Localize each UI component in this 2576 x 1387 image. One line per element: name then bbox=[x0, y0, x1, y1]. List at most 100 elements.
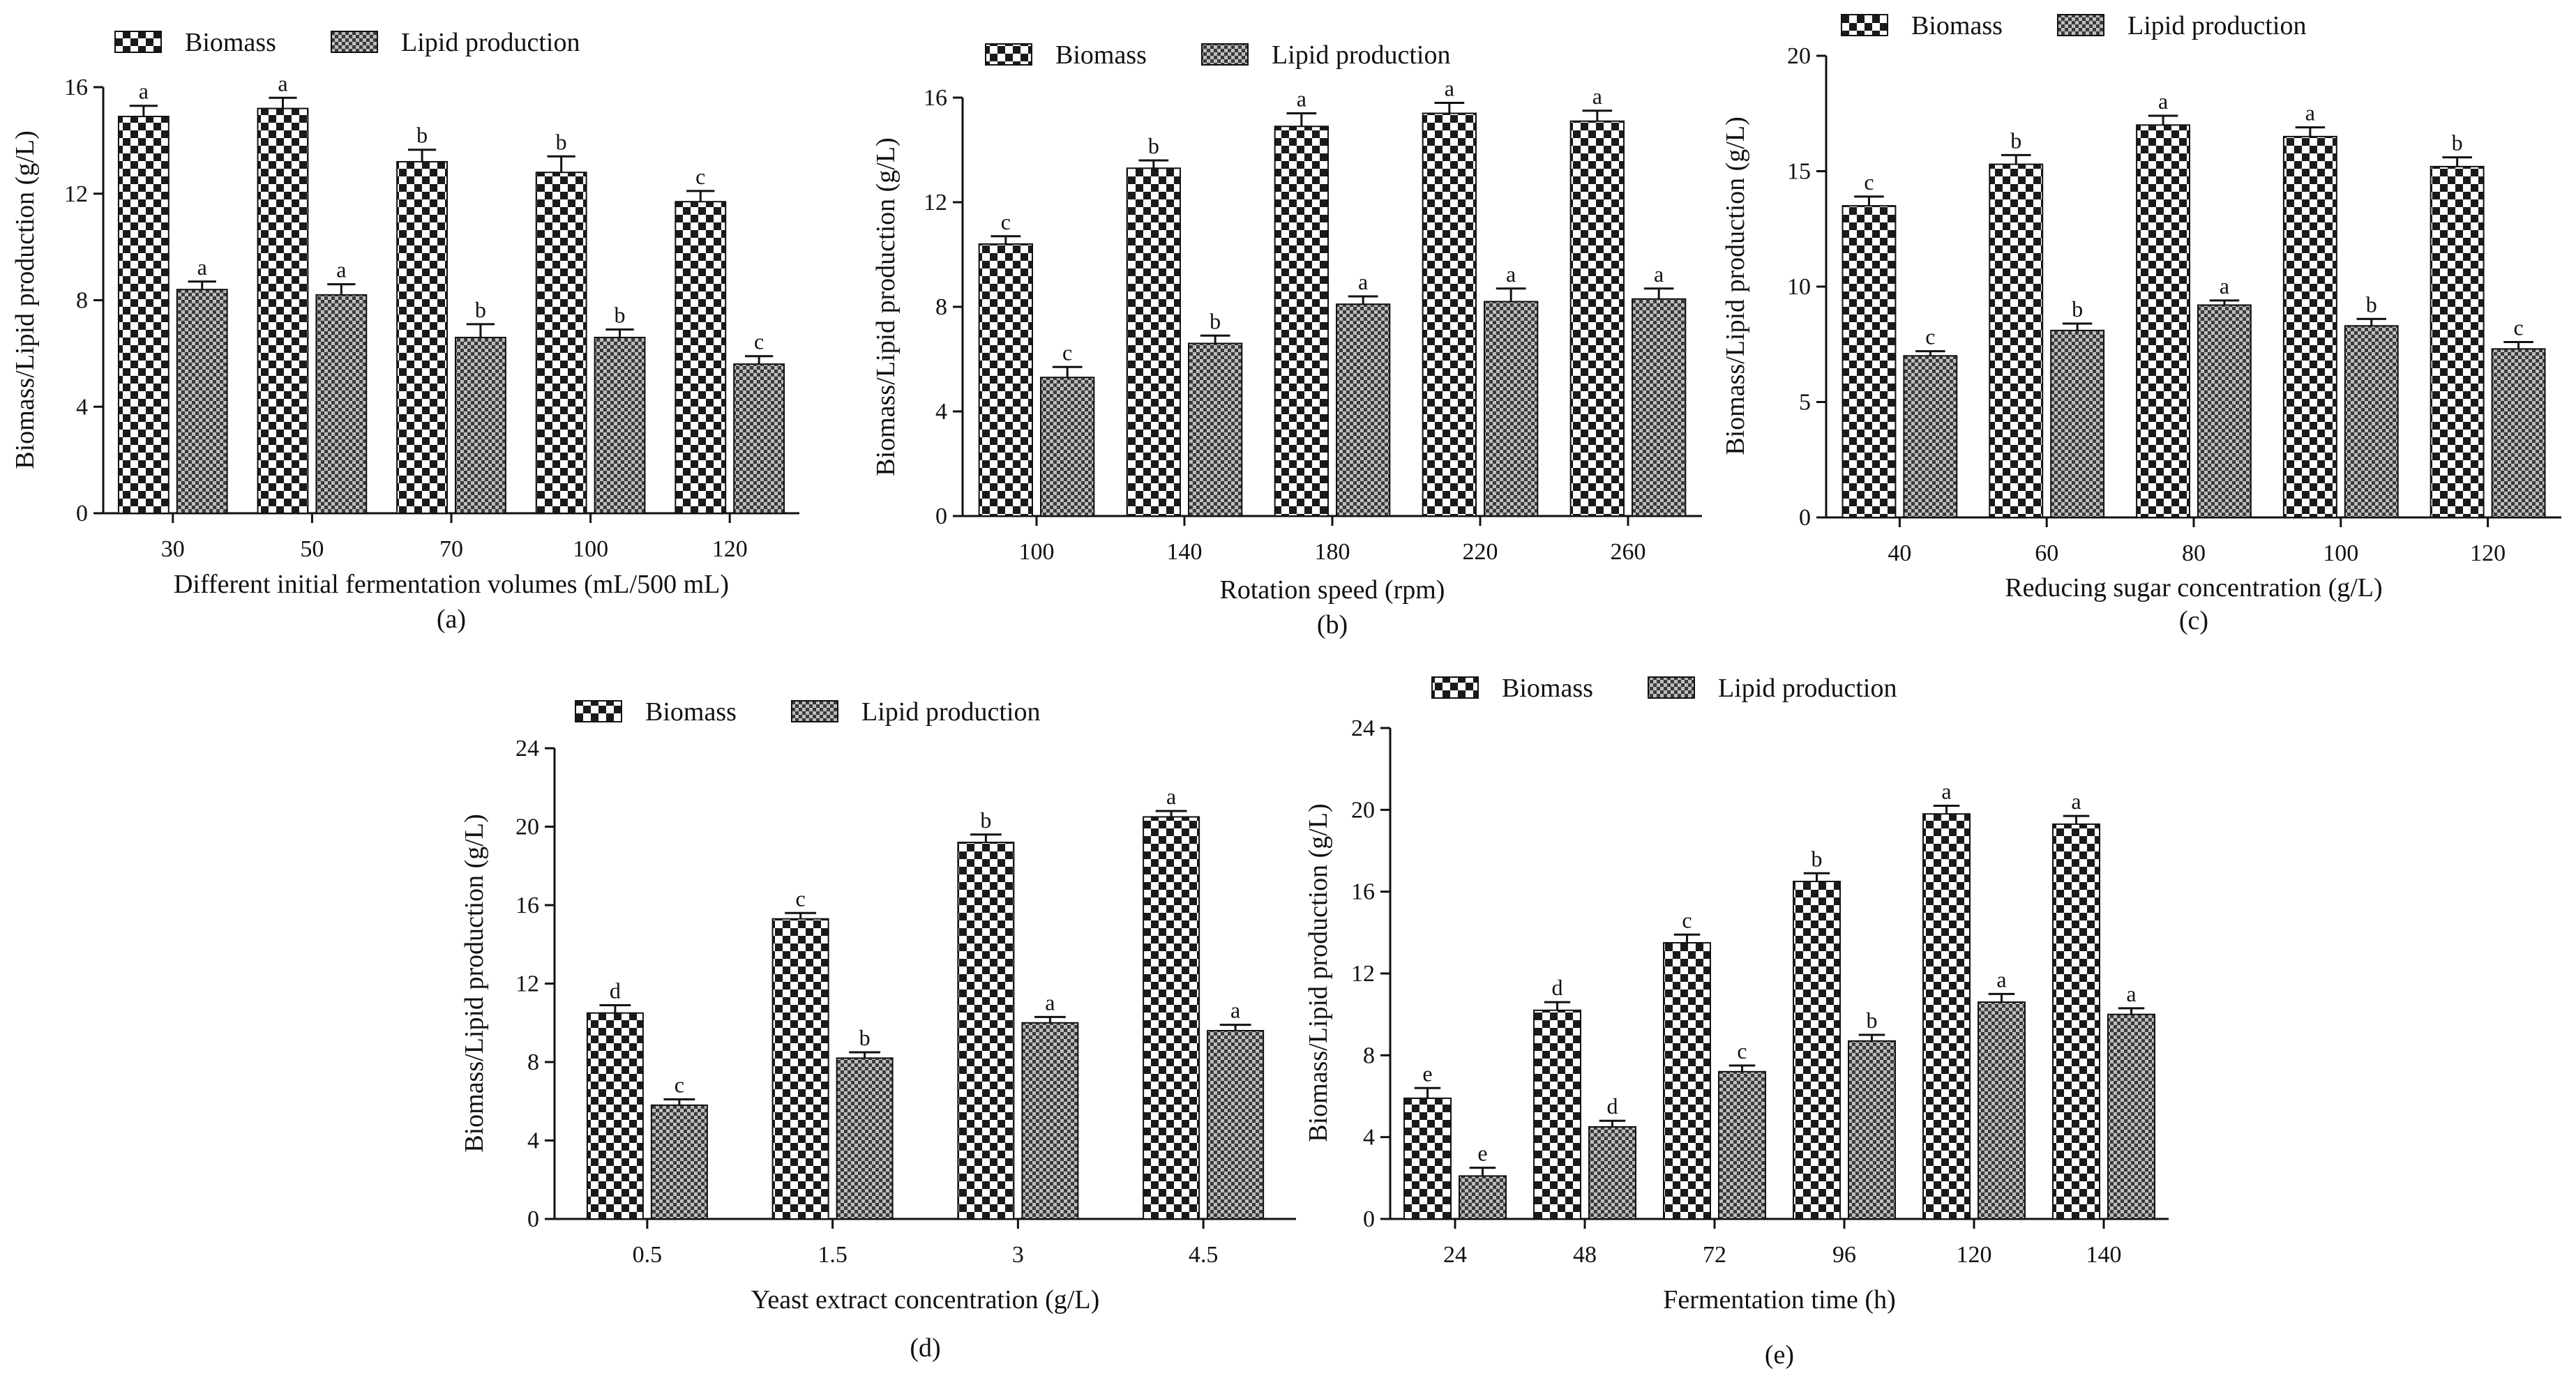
x-tick-label: 180 bbox=[1315, 539, 1350, 565]
bar-biomass bbox=[978, 243, 1034, 517]
significance-letter-lipid: c bbox=[2513, 314, 2523, 340]
x-tick-label: 48 bbox=[1573, 1242, 1597, 1268]
significance-letter-lipid: b bbox=[615, 303, 626, 328]
y-tick-label: 12 bbox=[924, 190, 947, 215]
legend-swatch-biomass bbox=[575, 700, 622, 722]
panel-label: (c) bbox=[2179, 606, 2208, 635]
bar-lipid bbox=[2050, 329, 2105, 518]
x-tick-label: 80 bbox=[2182, 540, 2206, 566]
y-axis-title: Biomass/Lipid production (g/L) bbox=[1721, 116, 1750, 455]
y-tick-label: 24 bbox=[1351, 715, 1375, 741]
legend-label-biomass: Biomass bbox=[185, 28, 276, 57]
bar-biomass bbox=[1403, 1097, 1452, 1220]
significance-letter-lipid: c bbox=[1062, 340, 1072, 365]
y-tick-label: 20 bbox=[1351, 797, 1375, 823]
y-tick-label: 8 bbox=[76, 288, 88, 314]
legend-label-lipid: Lipid production bbox=[1718, 674, 1897, 703]
significance-letter-lipid: c bbox=[1925, 324, 1935, 349]
legend-label-biomass: Biomass bbox=[1055, 40, 1147, 70]
significance-letter-lipid: a bbox=[197, 255, 207, 280]
bar-biomass bbox=[535, 172, 587, 514]
x-tick-label: 140 bbox=[1167, 539, 1203, 565]
y-tick-label: 0 bbox=[1363, 1206, 1375, 1232]
panel-label: (d) bbox=[910, 1333, 940, 1363]
bar-biomass bbox=[1922, 813, 1971, 1220]
significance-letter-lipid: b bbox=[859, 1025, 871, 1050]
x-axis-title: Rotation speed (rpm) bbox=[1220, 575, 1445, 605]
x-tick-label: 72 bbox=[1703, 1242, 1726, 1268]
x-tick-label: 30 bbox=[161, 536, 185, 562]
y-tick-label: 4 bbox=[1363, 1125, 1375, 1151]
legend: Biomass Lipid production bbox=[985, 40, 1450, 70]
bar-lipid bbox=[1021, 1022, 1079, 1220]
chart-panel-1: Biomass Lipid production 0 4 8 12 16 30 a a 50 a a 70… bbox=[10, 28, 799, 634]
significance-letter-lipid: c bbox=[754, 329, 764, 354]
bar-biomass bbox=[117, 116, 170, 515]
bar-lipid bbox=[1903, 355, 1958, 518]
significance-letter-biomass: a bbox=[1445, 76, 1454, 101]
chart-panel-2: Biomass Lipid production 0 4 8 12 16 100 c c 140 b b… bbox=[871, 40, 1702, 639]
y-tick-label: 16 bbox=[515, 893, 539, 918]
bar-biomass bbox=[1422, 112, 1477, 517]
significance-letter-biomass: a bbox=[1297, 86, 1306, 112]
y-tick-label: 12 bbox=[64, 181, 88, 207]
bar-biomass bbox=[2052, 823, 2101, 1220]
bar-lipid bbox=[1978, 1001, 2026, 1220]
bar-biomass bbox=[2430, 165, 2485, 518]
bar-lipid bbox=[455, 336, 506, 514]
significance-letter-biomass: a bbox=[1166, 784, 1176, 809]
legend-swatch-lipid bbox=[791, 700, 838, 722]
significance-letter-lipid: a bbox=[336, 257, 346, 282]
bar-biomass bbox=[675, 201, 727, 514]
bar-lipid bbox=[733, 363, 785, 515]
legend-swatch-lipid bbox=[2057, 14, 2104, 36]
significance-letter-lipid: c bbox=[1737, 1038, 1747, 1063]
significance-letter-biomass: c bbox=[1864, 169, 1874, 195]
significance-letter-lipid: b bbox=[1210, 308, 1221, 333]
bar-biomass bbox=[1793, 881, 1841, 1220]
x-tick-label: 50 bbox=[300, 536, 324, 562]
bar-lipid bbox=[2107, 1013, 2155, 1220]
bar-lipid bbox=[650, 1104, 708, 1220]
x-tick-label: 100 bbox=[573, 536, 608, 562]
bar-biomass bbox=[1126, 167, 1182, 517]
bar-lipid bbox=[2344, 325, 2399, 518]
legend-swatch-biomass bbox=[985, 43, 1032, 66]
y-tick-label: 0 bbox=[76, 501, 88, 526]
y-tick-label: 10 bbox=[1787, 274, 1811, 300]
legend-label-lipid: Lipid production bbox=[2127, 11, 2306, 40]
bar-lipid bbox=[315, 294, 368, 514]
significance-letter-lipid: a bbox=[1996, 967, 2006, 992]
y-tick-label: 4 bbox=[935, 399, 947, 425]
x-tick-label: 1.5 bbox=[818, 1242, 848, 1268]
x-tick-label: 260 bbox=[1611, 539, 1646, 565]
x-tick-label: 0.5 bbox=[633, 1242, 663, 1268]
bar-biomass bbox=[1143, 816, 1200, 1220]
chart-panel-4: Biomass Lipid production 0 4 8 12 16 20 24 0.5 d c 1… bbox=[460, 697, 1296, 1363]
x-axis-title: Reducing sugar concentration (g/L) bbox=[2005, 573, 2382, 602]
significance-letter-biomass: c bbox=[1682, 907, 1692, 932]
x-tick-label: 40 bbox=[1888, 540, 1911, 566]
significance-letter-biomass: e bbox=[1422, 1061, 1432, 1086]
chart-panel-5: Biomass Lipid production0481216202424ee48… bbox=[1304, 674, 2169, 1370]
bar-lipid bbox=[594, 336, 646, 514]
significance-letter-biomass: a bbox=[2071, 789, 2081, 814]
y-tick-label: 16 bbox=[64, 75, 88, 100]
legend: Biomass Lipid production bbox=[1431, 674, 1897, 703]
significance-letter-lipid: a bbox=[1045, 990, 1055, 1015]
bar-lipid bbox=[1040, 377, 1095, 517]
y-tick-label: 8 bbox=[1363, 1043, 1375, 1068]
panel-label: (b) bbox=[1317, 610, 1348, 639]
y-tick-label: 20 bbox=[515, 814, 539, 840]
significance-letter-lipid: b bbox=[2072, 296, 2083, 321]
significance-letter-lipid: a bbox=[1358, 269, 1368, 294]
x-tick-label: 120 bbox=[2470, 540, 2506, 566]
significance-letter-biomass: b bbox=[980, 808, 991, 833]
legend-swatch-lipid bbox=[331, 31, 378, 53]
significance-letter-biomass: c bbox=[695, 164, 705, 189]
significance-letter-biomass: d bbox=[610, 978, 621, 1003]
significance-letter-lipid: a bbox=[1230, 998, 1240, 1023]
x-tick-label: 120 bbox=[712, 536, 748, 562]
x-tick-label: 4.5 bbox=[1189, 1242, 1219, 1268]
